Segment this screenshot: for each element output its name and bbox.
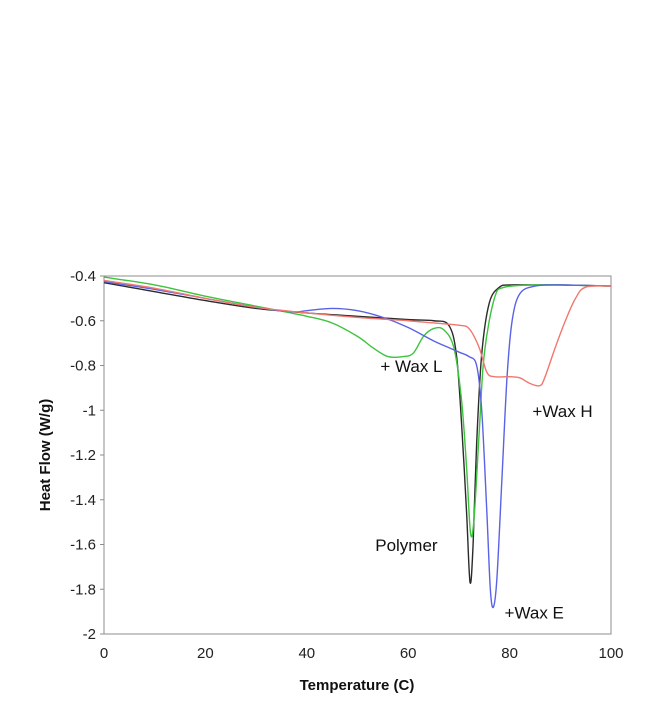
x-tick-label: 20 bbox=[197, 645, 214, 662]
y-tick-label: -0.4 bbox=[70, 268, 96, 285]
x-tick-label: 0 bbox=[100, 645, 108, 662]
y-tick-label: -1.8 bbox=[70, 581, 96, 598]
y-axis-ticks: -0.4 -0.6 -0.8 -1 -1.2 -1.4 -1.6 -1.8 -2 bbox=[70, 268, 104, 643]
y-tick-label: -1 bbox=[83, 402, 96, 419]
x-axis-title: Temperature (C) bbox=[300, 677, 415, 694]
x-tick-label: 80 bbox=[501, 645, 518, 662]
x-tick-label: 60 bbox=[400, 645, 417, 662]
series-annotation: +Wax H bbox=[532, 402, 592, 421]
plot-area-frame bbox=[103, 275, 612, 635]
y-tick-label: -2 bbox=[83, 626, 96, 643]
y-tick-label: -1.6 bbox=[70, 537, 96, 554]
x-tick-label: 100 bbox=[598, 645, 623, 662]
y-tick-label: -0.6 bbox=[70, 313, 96, 330]
y-axis-title: Heat Flow (W/g) bbox=[37, 399, 54, 512]
annotation-layer: + Wax L +Wax H Polymer +Wax E bbox=[375, 357, 592, 622]
x-tick-label: 40 bbox=[298, 645, 315, 662]
x-axis-ticks: 0 20 40 60 80 100 bbox=[100, 645, 624, 662]
series-annotation: +Wax E bbox=[505, 603, 564, 622]
y-tick-label: -1.4 bbox=[70, 492, 96, 509]
series-line-4 bbox=[103, 279, 612, 387]
series-layer bbox=[103, 276, 612, 609]
y-tick-label: -1.2 bbox=[70, 447, 96, 464]
series-annotation: Polymer bbox=[375, 536, 438, 555]
series-annotation: + Wax L bbox=[380, 357, 442, 376]
y-tick-label: -0.8 bbox=[70, 358, 96, 375]
series-line-1 bbox=[103, 282, 612, 585]
series-line-2 bbox=[103, 276, 612, 538]
series-line-3 bbox=[103, 280, 612, 609]
